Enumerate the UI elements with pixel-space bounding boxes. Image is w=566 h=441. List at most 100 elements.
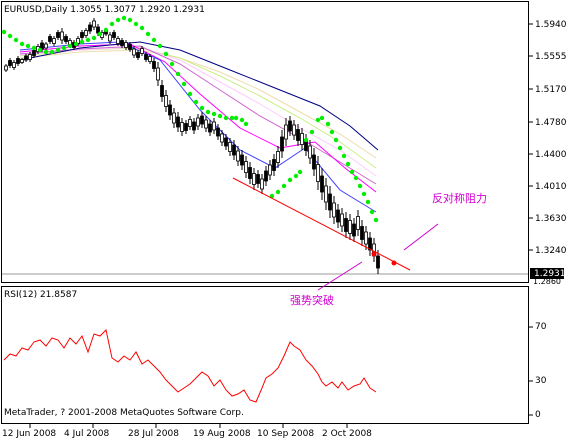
price-tick: 1.5170: [535, 85, 566, 95]
moving-average-line: [19, 41, 379, 151]
current-price-label: 1.2931: [534, 269, 566, 279]
sar-dot: [55, 47, 61, 53]
sar-dot: [163, 51, 169, 57]
candle-body: [4, 65, 8, 71]
trend-point: [391, 260, 397, 266]
candle-body: [140, 48, 144, 54]
sar-dot: [341, 153, 347, 159]
candle-body: [200, 115, 204, 125]
candle-body: [132, 48, 136, 56]
candle-body: [32, 50, 36, 56]
candle-body: [228, 142, 232, 152]
price-tick: 1.5555: [535, 52, 566, 62]
sar-dot: [243, 121, 249, 127]
moving-average-line: [19, 45, 377, 185]
sar-dot: [67, 43, 73, 49]
bottom-price-tick: 1.2860: [533, 277, 561, 286]
moving-average-line: [19, 46, 377, 177]
breakout-point: [371, 251, 377, 257]
sar-dot: [223, 115, 229, 121]
sar-dot: [133, 21, 139, 27]
rsi-tick: 0: [535, 410, 541, 420]
sar-dot: [73, 41, 79, 47]
sar-dot: [145, 31, 151, 37]
sar-dot: [127, 17, 133, 23]
candle-body: [268, 164, 272, 176]
candle-body: [188, 119, 192, 127]
sar-dot: [373, 217, 379, 223]
candle-body: [124, 42, 128, 48]
sar-dot: [337, 145, 343, 151]
candle-body: [292, 124, 296, 136]
sar-dot: [269, 193, 275, 199]
breakout-pointer: [317, 261, 363, 291]
sar-dot: [19, 41, 25, 47]
candle-body: [204, 119, 208, 129]
candle-body: [44, 43, 48, 49]
price-tick: 1.5940: [535, 20, 566, 30]
sar-dot: [349, 169, 355, 175]
candle-body: [284, 124, 288, 140]
moving-average-line: [19, 49, 377, 159]
time-tick: 28 Jul 2008: [128, 429, 179, 439]
price-tick: 1.3240: [535, 246, 566, 256]
candle-body: [312, 154, 316, 170]
sar-dot: [217, 113, 223, 119]
candle-body: [108, 34, 112, 42]
candle-body: [84, 30, 88, 36]
candle-body: [212, 121, 216, 131]
candle-body: [296, 129, 300, 141]
sar-dot: [37, 47, 43, 53]
rsi-line: [3, 328, 377, 403]
candle-body: [232, 144, 236, 156]
sar-dot: [109, 21, 115, 27]
sar-dot: [303, 137, 309, 143]
candle-body: [20, 59, 24, 63]
candle-body: [144, 54, 148, 60]
candle-body: [260, 178, 264, 190]
sar-dot: [353, 175, 359, 181]
sar-dot: [345, 161, 351, 167]
candle-body: [184, 123, 188, 131]
candle-body: [272, 159, 276, 171]
candle-body: [208, 123, 212, 133]
candle-body: [56, 32, 60, 38]
sar-dot: [13, 37, 19, 43]
candle-body: [276, 151, 280, 163]
current-price-badge: [530, 268, 564, 279]
candle-body: [360, 226, 364, 240]
candle-body: [332, 202, 336, 218]
rsi-panel[interactable]: [1, 286, 529, 424]
candle-body: [120, 40, 124, 46]
candle-body: [216, 127, 220, 137]
candle-body: [316, 164, 320, 182]
trendline: [232, 177, 411, 271]
candle-body: [364, 231, 368, 245]
sar-dot: [293, 173, 299, 179]
main-chart-panel[interactable]: [1, 1, 529, 283]
sar-dot: [151, 37, 157, 43]
candle-body: [244, 161, 248, 173]
candle-body: [180, 122, 184, 132]
candle-body: [320, 175, 324, 193]
sar-dot: [115, 17, 121, 23]
candle-body: [80, 32, 84, 38]
candle-body: [220, 133, 224, 143]
sar-dot: [325, 121, 331, 127]
sar-dot: [233, 115, 239, 121]
sar-dot: [369, 209, 375, 215]
time-tick: 2 Oct 2008: [322, 429, 372, 439]
candle-body: [308, 145, 312, 159]
sar-dot: [85, 37, 91, 43]
rsi-header: RSI(12) 21.8587: [4, 290, 78, 300]
candle-body: [64, 36, 68, 42]
breakout-annotation: 强势突破: [290, 294, 334, 307]
sar-dot: [79, 39, 85, 45]
sar-dot: [239, 117, 245, 123]
candle-body: [164, 95, 168, 107]
candle-body: [192, 121, 196, 131]
candle-body: [356, 216, 360, 230]
sar-dot: [315, 117, 321, 123]
candle-body: [8, 60, 12, 66]
sar-dot: [61, 45, 67, 51]
